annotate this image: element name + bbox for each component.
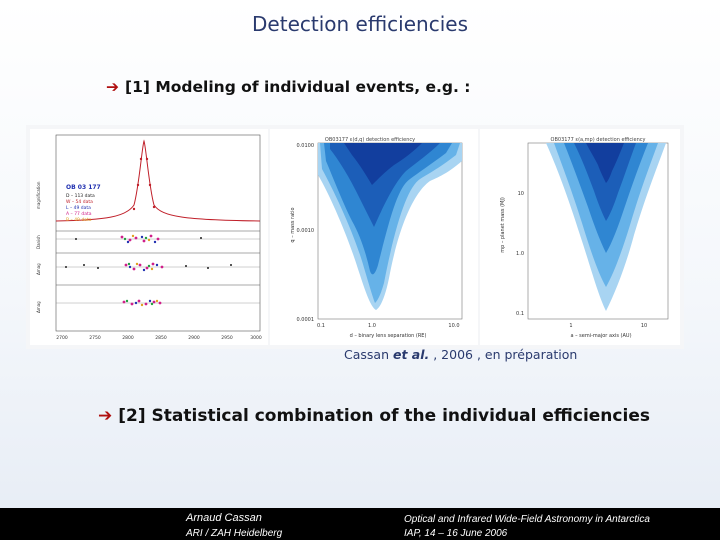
bullet-modeling: ➔ [1] Modeling of individual events, e.g.… <box>106 78 471 96</box>
panel1-title: OB03177 ε(d,q) detection efficiency <box>325 137 415 143</box>
legend-item-b: B – 49 data <box>66 217 92 223</box>
panel1-ylabel: q – mass ratio <box>290 207 296 242</box>
panel2-xlabel: a – semi-major axis (AU) <box>570 333 631 339</box>
panel1-ytick: 0.0010 <box>297 228 315 234</box>
lightcurve-ylabel-danish: Danish <box>36 235 41 249</box>
panel2-ytick: 0.1 <box>516 311 524 317</box>
panel1-xtick: 10.0 <box>448 323 459 329</box>
bullet-statistical: ➔ [2] Statistical combination of the indi… <box>98 406 650 426</box>
panel1-xtick: 0.1 <box>317 323 325 329</box>
lightcurve-xtick: 2800 <box>122 335 134 341</box>
footer-author: Arnaud Cassan <box>186 512 262 524</box>
efficiency-map-amp: OB03177 ε(a,mp) detection efficiency mp … <box>480 129 680 345</box>
panel1-ytick: 0.0100 <box>297 143 315 149</box>
caption-author: Cassan <box>344 347 393 362</box>
footer-conference: Optical and Infrared Wide-Field Astronom… <box>404 514 650 525</box>
lightcurve-model <box>55 139 261 222</box>
lightcurve-points <box>132 157 156 211</box>
caption-etal: et al. <box>392 347 430 362</box>
figure-caption: Cassan et al. , 2006 , en préparation <box>344 347 577 362</box>
panel2-xtick: 1 <box>569 323 572 329</box>
legend-item-w: W – 54 data <box>66 199 93 205</box>
arrow-icon: ➔ <box>98 406 113 426</box>
lightcurve-ylabel-residual-1: Δmag <box>36 263 41 275</box>
lightcurve-xtick: 2950 <box>221 335 233 341</box>
panel1-xlabel: d – binary lens separation (RE) <box>350 333 427 339</box>
slide-title: Detection efficiencies <box>252 12 468 36</box>
lightcurve-xtick: 2700 <box>56 335 68 341</box>
legend-item-a: A – 77 data <box>66 211 92 217</box>
lightcurve-xtick: 3000 <box>250 335 262 341</box>
legend-item-d: D – 113 data <box>66 193 95 199</box>
lightcurve-xtick: 2750 <box>89 335 101 341</box>
lightcurve-xtick: 2850 <box>155 335 167 341</box>
panel2-ytick: 10 <box>518 191 524 197</box>
legend-item-l: L – 49 data <box>66 205 91 211</box>
efficiency-map-dq: OB03177 ε(d,q) detection efficiency q – … <box>270 129 478 345</box>
bullet-modeling-text: [1] Modeling of individual events, e.g. … <box>125 78 471 96</box>
panel2-title: OB03177 ε(a,mp) detection efficiency <box>551 137 646 143</box>
panel2-xtick: 10 <box>641 323 647 329</box>
caption-rest: , 2006 , en préparation <box>429 347 578 362</box>
panel1-xtick: 1.0 <box>368 323 376 329</box>
footer-affiliation: ARI / ZAH Heidelberg <box>186 528 283 539</box>
lightcurve-panel: OB 03 177 D – 113 data W – 54 data L – 4… <box>30 129 268 345</box>
efficiency-figure: OB 03 177 D – 113 data W – 54 data L – 4… <box>26 125 684 349</box>
footer-venue: IAP, 14 – 16 June 2006 <box>404 528 508 539</box>
lightcurve-xtick: 2900 <box>188 335 200 341</box>
lightcurve-ylabel-residual-2: Δmag <box>36 301 41 313</box>
lightcurve-event-label: OB 03 177 <box>66 184 101 191</box>
bullet-statistical-text: [2] Statistical combination of the indiv… <box>118 406 650 426</box>
footer-bar: Arnaud Cassan ARI / ZAH Heidelberg Optic… <box>0 508 720 540</box>
arrow-icon: ➔ <box>106 78 119 96</box>
lightcurve-ylabel-magnification: magnification <box>36 181 41 209</box>
panel2-ytick: 1.0 <box>516 251 524 257</box>
panel1-ytick: 0.0001 <box>297 317 315 323</box>
panel2-ylabel: mp – planet mass (MJ) <box>500 197 506 253</box>
